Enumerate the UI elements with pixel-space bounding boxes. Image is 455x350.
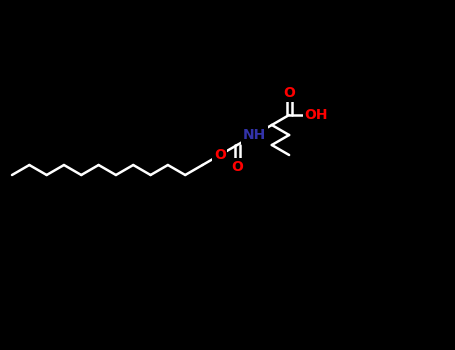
Text: O: O xyxy=(214,148,226,162)
Text: NH: NH xyxy=(243,128,266,142)
Text: OH: OH xyxy=(304,108,328,122)
Text: O: O xyxy=(283,86,295,100)
Text: O: O xyxy=(231,160,243,174)
